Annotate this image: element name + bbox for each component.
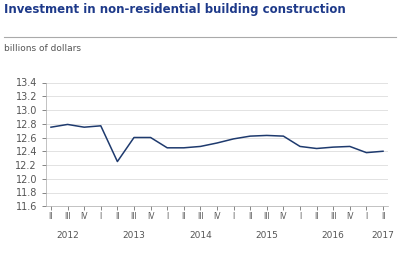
Text: 2016: 2016 — [322, 231, 345, 240]
Text: 2017: 2017 — [372, 231, 394, 240]
Text: billions of dollars: billions of dollars — [4, 44, 81, 53]
Text: 2015: 2015 — [255, 231, 278, 240]
Text: 2014: 2014 — [189, 231, 212, 240]
Text: 2013: 2013 — [122, 231, 146, 240]
Text: 2012: 2012 — [56, 231, 79, 240]
Text: Investment in non-residential building construction: Investment in non-residential building c… — [4, 3, 346, 16]
